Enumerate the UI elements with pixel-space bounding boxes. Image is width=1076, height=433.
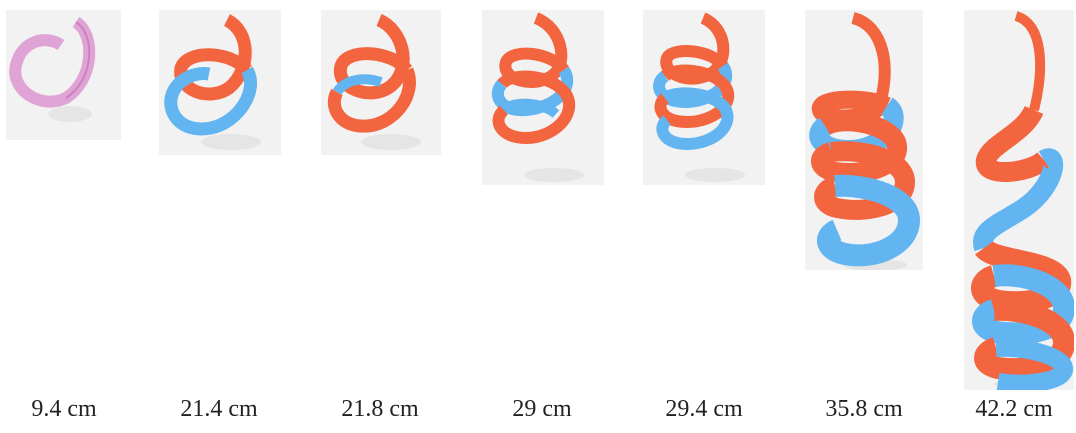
curl-figure-3 <box>321 10 441 155</box>
curl-figure-1 <box>6 10 121 140</box>
curl-figure-5 <box>643 10 765 185</box>
figure-label-4: 29 cm <box>512 396 572 422</box>
figure-label-3: 21.8 cm <box>341 396 419 422</box>
figure-label-6: 35.8 cm <box>825 396 903 422</box>
curl-figure-7 <box>964 10 1074 390</box>
curl-figure-4 <box>482 10 604 185</box>
figure-label-5: 29.4 cm <box>665 396 743 422</box>
figure-label-2: 21.4 cm <box>180 396 258 422</box>
curl-figure-6 <box>805 10 923 270</box>
curl-figure-2 <box>159 10 281 155</box>
figure-label-1: 9.4 cm <box>31 396 97 422</box>
figure-label-7: 42.2 cm <box>975 396 1053 422</box>
